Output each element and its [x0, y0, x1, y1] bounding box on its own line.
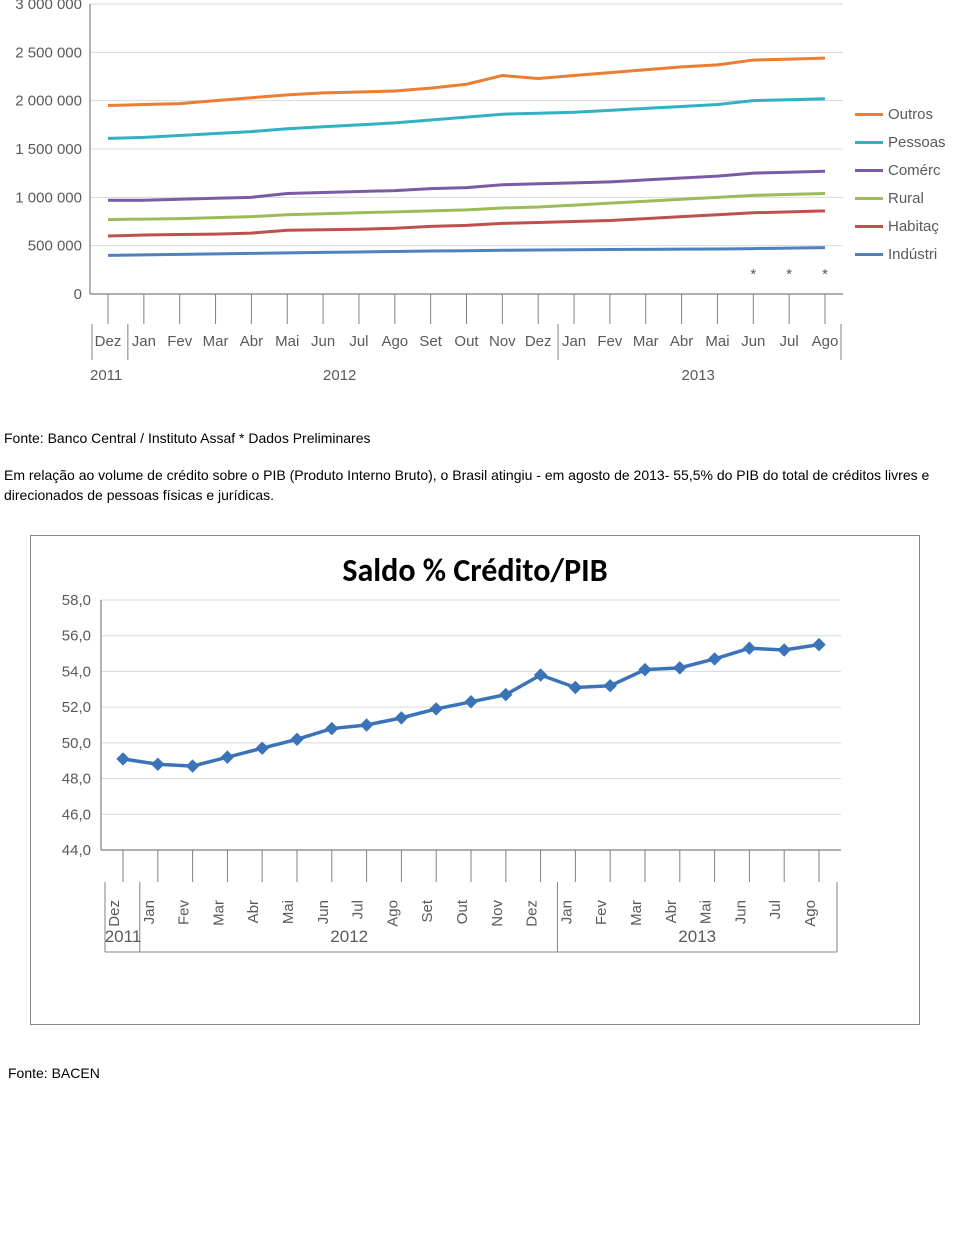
svg-text:2 500 000: 2 500 000 — [15, 44, 82, 61]
legend-item: Outros — [855, 100, 960, 128]
svg-text:Dez: Dez — [95, 333, 122, 350]
legend-label: Rural — [888, 190, 924, 207]
svg-text:44,0: 44,0 — [62, 842, 91, 859]
svg-text:Set: Set — [419, 899, 436, 922]
credit-pib-chart: Saldo % Crédito/PIB 44,0 46,0 48,0 50,0 52,0… — [30, 535, 920, 1025]
svg-text:Abr: Abr — [670, 333, 693, 350]
svg-text:Jan: Jan — [132, 333, 156, 350]
svg-text:Fev: Fev — [167, 333, 193, 350]
svg-text:Mar: Mar — [628, 900, 645, 926]
chart1-legend: Outros Pessoas Comérc Rural Habitaç Indústri — [855, 100, 960, 268]
svg-text:Jan: Jan — [558, 900, 575, 924]
svg-text:48,0: 48,0 — [62, 771, 91, 788]
svg-text:Abr: Abr — [240, 333, 263, 350]
legend-label: Pessoas — [888, 134, 946, 151]
svg-text:Mar: Mar — [203, 333, 229, 350]
svg-text:Jul: Jul — [350, 900, 367, 919]
chart2-svg: 44,0 46,0 48,0 50,0 52,0 54,0 56,0 58,0 Dez Jan Fe… — [31, 590, 921, 1010]
svg-text:*: * — [786, 266, 792, 283]
legend-label: Comérc — [888, 162, 941, 179]
svg-text:0: 0 — [74, 286, 82, 303]
svg-text:56,0: 56,0 — [62, 628, 91, 645]
svg-text:Mai: Mai — [275, 333, 299, 350]
legend-item: Indústri — [855, 240, 960, 268]
chart1-year-label: 2011 — [90, 367, 122, 384]
svg-text:*: * — [750, 266, 756, 283]
svg-text:Mai: Mai — [280, 900, 297, 924]
svg-text:2 000 000: 2 000 000 — [15, 93, 82, 110]
credit-by-sector-chart: 0 500 000 1 000 000 1 500 000 2 000 000 2 500… — [0, 0, 960, 400]
svg-text:500 000: 500 000 — [28, 238, 82, 255]
svg-text:Fev: Fev — [176, 900, 193, 926]
svg-text:Abr: Abr — [245, 900, 262, 923]
legend-swatch — [855, 113, 883, 116]
legend-swatch — [855, 197, 883, 200]
svg-text:2012: 2012 — [330, 927, 368, 946]
svg-text:Jul: Jul — [349, 333, 368, 350]
svg-text:Mai: Mai — [698, 900, 715, 924]
svg-text:Jun: Jun — [315, 900, 332, 924]
svg-text:Nov: Nov — [489, 900, 506, 927]
svg-text:54,0: 54,0 — [62, 664, 91, 681]
legend-label: Indústri — [888, 246, 937, 263]
svg-text:Fev: Fev — [597, 333, 623, 350]
svg-text:Jul: Jul — [767, 900, 784, 919]
chart1-year-label: 2013 — [682, 367, 715, 384]
svg-text:Mar: Mar — [210, 900, 227, 926]
chart1-year-row: 2011 2012 2013 — [0, 367, 960, 391]
chart2-title: Saldo % Crédito/PIB — [31, 551, 919, 590]
svg-text:Dez: Dez — [525, 333, 552, 350]
svg-text:*: * — [822, 266, 828, 283]
legend-item: Rural — [855, 184, 960, 212]
chart1-year-label: 2012 — [323, 367, 356, 384]
svg-text:Jun: Jun — [741, 333, 765, 350]
legend-item: Comérc — [855, 156, 960, 184]
svg-text:Ago: Ago — [802, 900, 819, 927]
svg-text:Ago: Ago — [381, 333, 408, 350]
svg-text:Out: Out — [454, 333, 479, 350]
svg-text:Dez: Dez — [524, 900, 541, 927]
svg-text:Abr: Abr — [663, 900, 680, 923]
svg-text:2011: 2011 — [105, 927, 142, 946]
svg-text:Ago: Ago — [384, 900, 401, 927]
svg-text:Set: Set — [419, 333, 442, 350]
legend-swatch — [855, 169, 883, 172]
svg-text:3 000 000: 3 000 000 — [15, 0, 82, 13]
svg-text:Dez: Dez — [106, 900, 123, 927]
legend-swatch — [855, 225, 883, 228]
svg-text:1 000 000: 1 000 000 — [15, 189, 82, 206]
svg-text:46,0: 46,0 — [62, 806, 91, 823]
svg-text:Mai: Mai — [705, 333, 729, 350]
legend-swatch — [855, 253, 883, 256]
svg-text:52,0: 52,0 — [62, 699, 91, 716]
legend-item: Habitaç — [855, 212, 960, 240]
chart1-svg: 0 500 000 1 000 000 1 500 000 2 000 000 2 500… — [0, 0, 855, 360]
svg-text:1 500 000: 1 500 000 — [15, 141, 82, 158]
svg-text:Jul: Jul — [780, 333, 799, 350]
svg-text:Mar: Mar — [633, 333, 659, 350]
legend-label: Outros — [888, 106, 933, 123]
svg-text:Fev: Fev — [593, 900, 610, 926]
legend-label: Habitaç — [888, 218, 939, 235]
legend-swatch — [855, 141, 883, 144]
svg-text:Nov: Nov — [489, 333, 516, 350]
svg-text:Jan: Jan — [562, 333, 586, 350]
source-text-2: Fonte: BACEN — [4, 1065, 960, 1081]
svg-text:Ago: Ago — [812, 333, 839, 350]
svg-text:50,0: 50,0 — [62, 735, 91, 752]
svg-text:58,0: 58,0 — [62, 592, 91, 609]
svg-text:Jun: Jun — [732, 900, 749, 924]
source-text-1: Fonte: Banco Central / Instituto Assaf *… — [0, 430, 960, 446]
svg-text:Out: Out — [454, 899, 471, 924]
svg-text:Jun: Jun — [311, 333, 335, 350]
svg-text:Jan: Jan — [141, 900, 158, 924]
legend-item: Pessoas — [855, 128, 960, 156]
paragraph-1: Em relação ao volume de crédito sobre o … — [0, 466, 960, 505]
svg-text:2013: 2013 — [678, 927, 716, 946]
